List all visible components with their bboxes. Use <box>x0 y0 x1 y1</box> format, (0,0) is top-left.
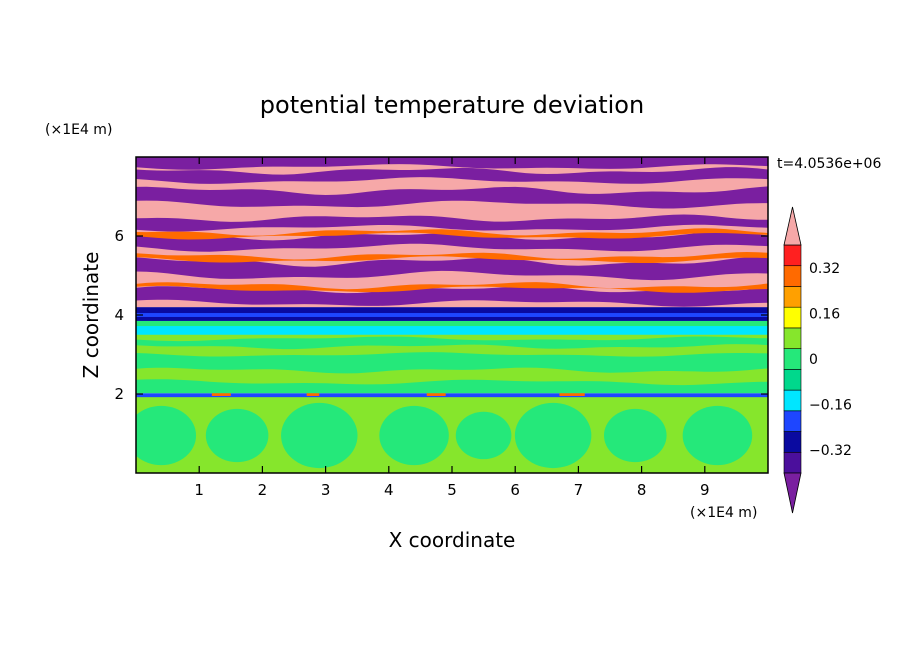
x-axis: 1 2 3 4 5 6 7 8 9 <box>194 157 710 499</box>
field-purple-band <box>136 214 768 232</box>
x-tick-label: 5 <box>447 481 457 499</box>
colorbar-segment <box>783 327 802 349</box>
x-tick-label: 9 <box>700 481 710 499</box>
field-plume <box>136 405 197 466</box>
x-tick-label: 1 <box>194 481 204 499</box>
field-warm-filament <box>136 282 768 293</box>
x-unit-label: (×1E4 m) <box>690 505 757 521</box>
x-tick-label: 2 <box>258 481 268 499</box>
field-plume <box>379 405 449 466</box>
field-middle-band <box>136 367 768 386</box>
x-axis-label: X coordinate <box>389 528 516 552</box>
field-purple-band <box>136 256 768 281</box>
field-plume <box>682 405 753 466</box>
field-cyan-band <box>136 326 768 335</box>
field-interface-warm <box>306 392 320 396</box>
colorbar: 0.32 0.16 0 −0.16 −0.32 <box>783 206 852 514</box>
colorbar-segment <box>783 348 802 370</box>
x-tick-label: 7 <box>574 481 584 499</box>
colorbar-segment <box>783 244 802 267</box>
colorbar-segment <box>783 265 802 287</box>
field-interface-warm <box>426 392 446 396</box>
field-warm-filament <box>136 228 768 240</box>
colorbar-segment <box>783 451 802 474</box>
x-tick-label: 8 <box>637 481 647 499</box>
field-inversion-inner <box>136 313 768 317</box>
chart-title: potential temperature deviation <box>260 91 644 119</box>
colorbar-tick-label: 0.16 <box>809 306 840 322</box>
field-interface-warm <box>211 392 231 396</box>
time-label: t=4.0536e+06 <box>777 156 881 172</box>
y-unit-label: (×1E4 m) <box>45 122 112 138</box>
colorbar-tick-label: −0.32 <box>809 443 852 459</box>
y-axis-label: Z coordinate <box>79 252 103 379</box>
colorbar-tick-label: −0.16 <box>809 398 852 414</box>
y-axis: 2 4 6 <box>114 227 768 403</box>
colorbar-segment <box>783 286 802 308</box>
colorbar-segment <box>783 431 802 453</box>
y-tick-label: 4 <box>114 306 124 324</box>
colorbar-bottom-arrow <box>783 472 802 514</box>
colorbar-tick-label: 0 <box>809 352 818 368</box>
field-warm-filament <box>136 252 768 263</box>
x-tick-label: 4 <box>384 481 394 499</box>
field-interface-warm <box>559 392 585 396</box>
field-plume <box>205 408 269 463</box>
x-tick-label: 3 <box>321 481 331 499</box>
field-plume <box>514 402 592 469</box>
x-tick-label: 6 <box>510 481 520 499</box>
y-tick-label: 2 <box>114 385 124 403</box>
field-plume <box>455 411 512 460</box>
field-purple-band <box>136 186 768 209</box>
field-interface-2 <box>136 393 768 398</box>
colorbar-segment <box>783 410 802 432</box>
field-plume <box>603 408 667 463</box>
colorbar-tick-label: 0.32 <box>809 261 840 277</box>
colorbar-segment <box>783 306 802 329</box>
contour-field <box>136 157 768 473</box>
colorbar-segment <box>783 369 802 391</box>
field-purple-band <box>136 167 768 184</box>
colorbar-segment <box>783 389 802 412</box>
field-middle-band <box>136 344 768 357</box>
colorbar-top-arrow <box>783 206 802 246</box>
y-tick-label: 6 <box>114 227 124 245</box>
field-plume <box>281 402 358 469</box>
field-purple-band <box>136 286 768 307</box>
